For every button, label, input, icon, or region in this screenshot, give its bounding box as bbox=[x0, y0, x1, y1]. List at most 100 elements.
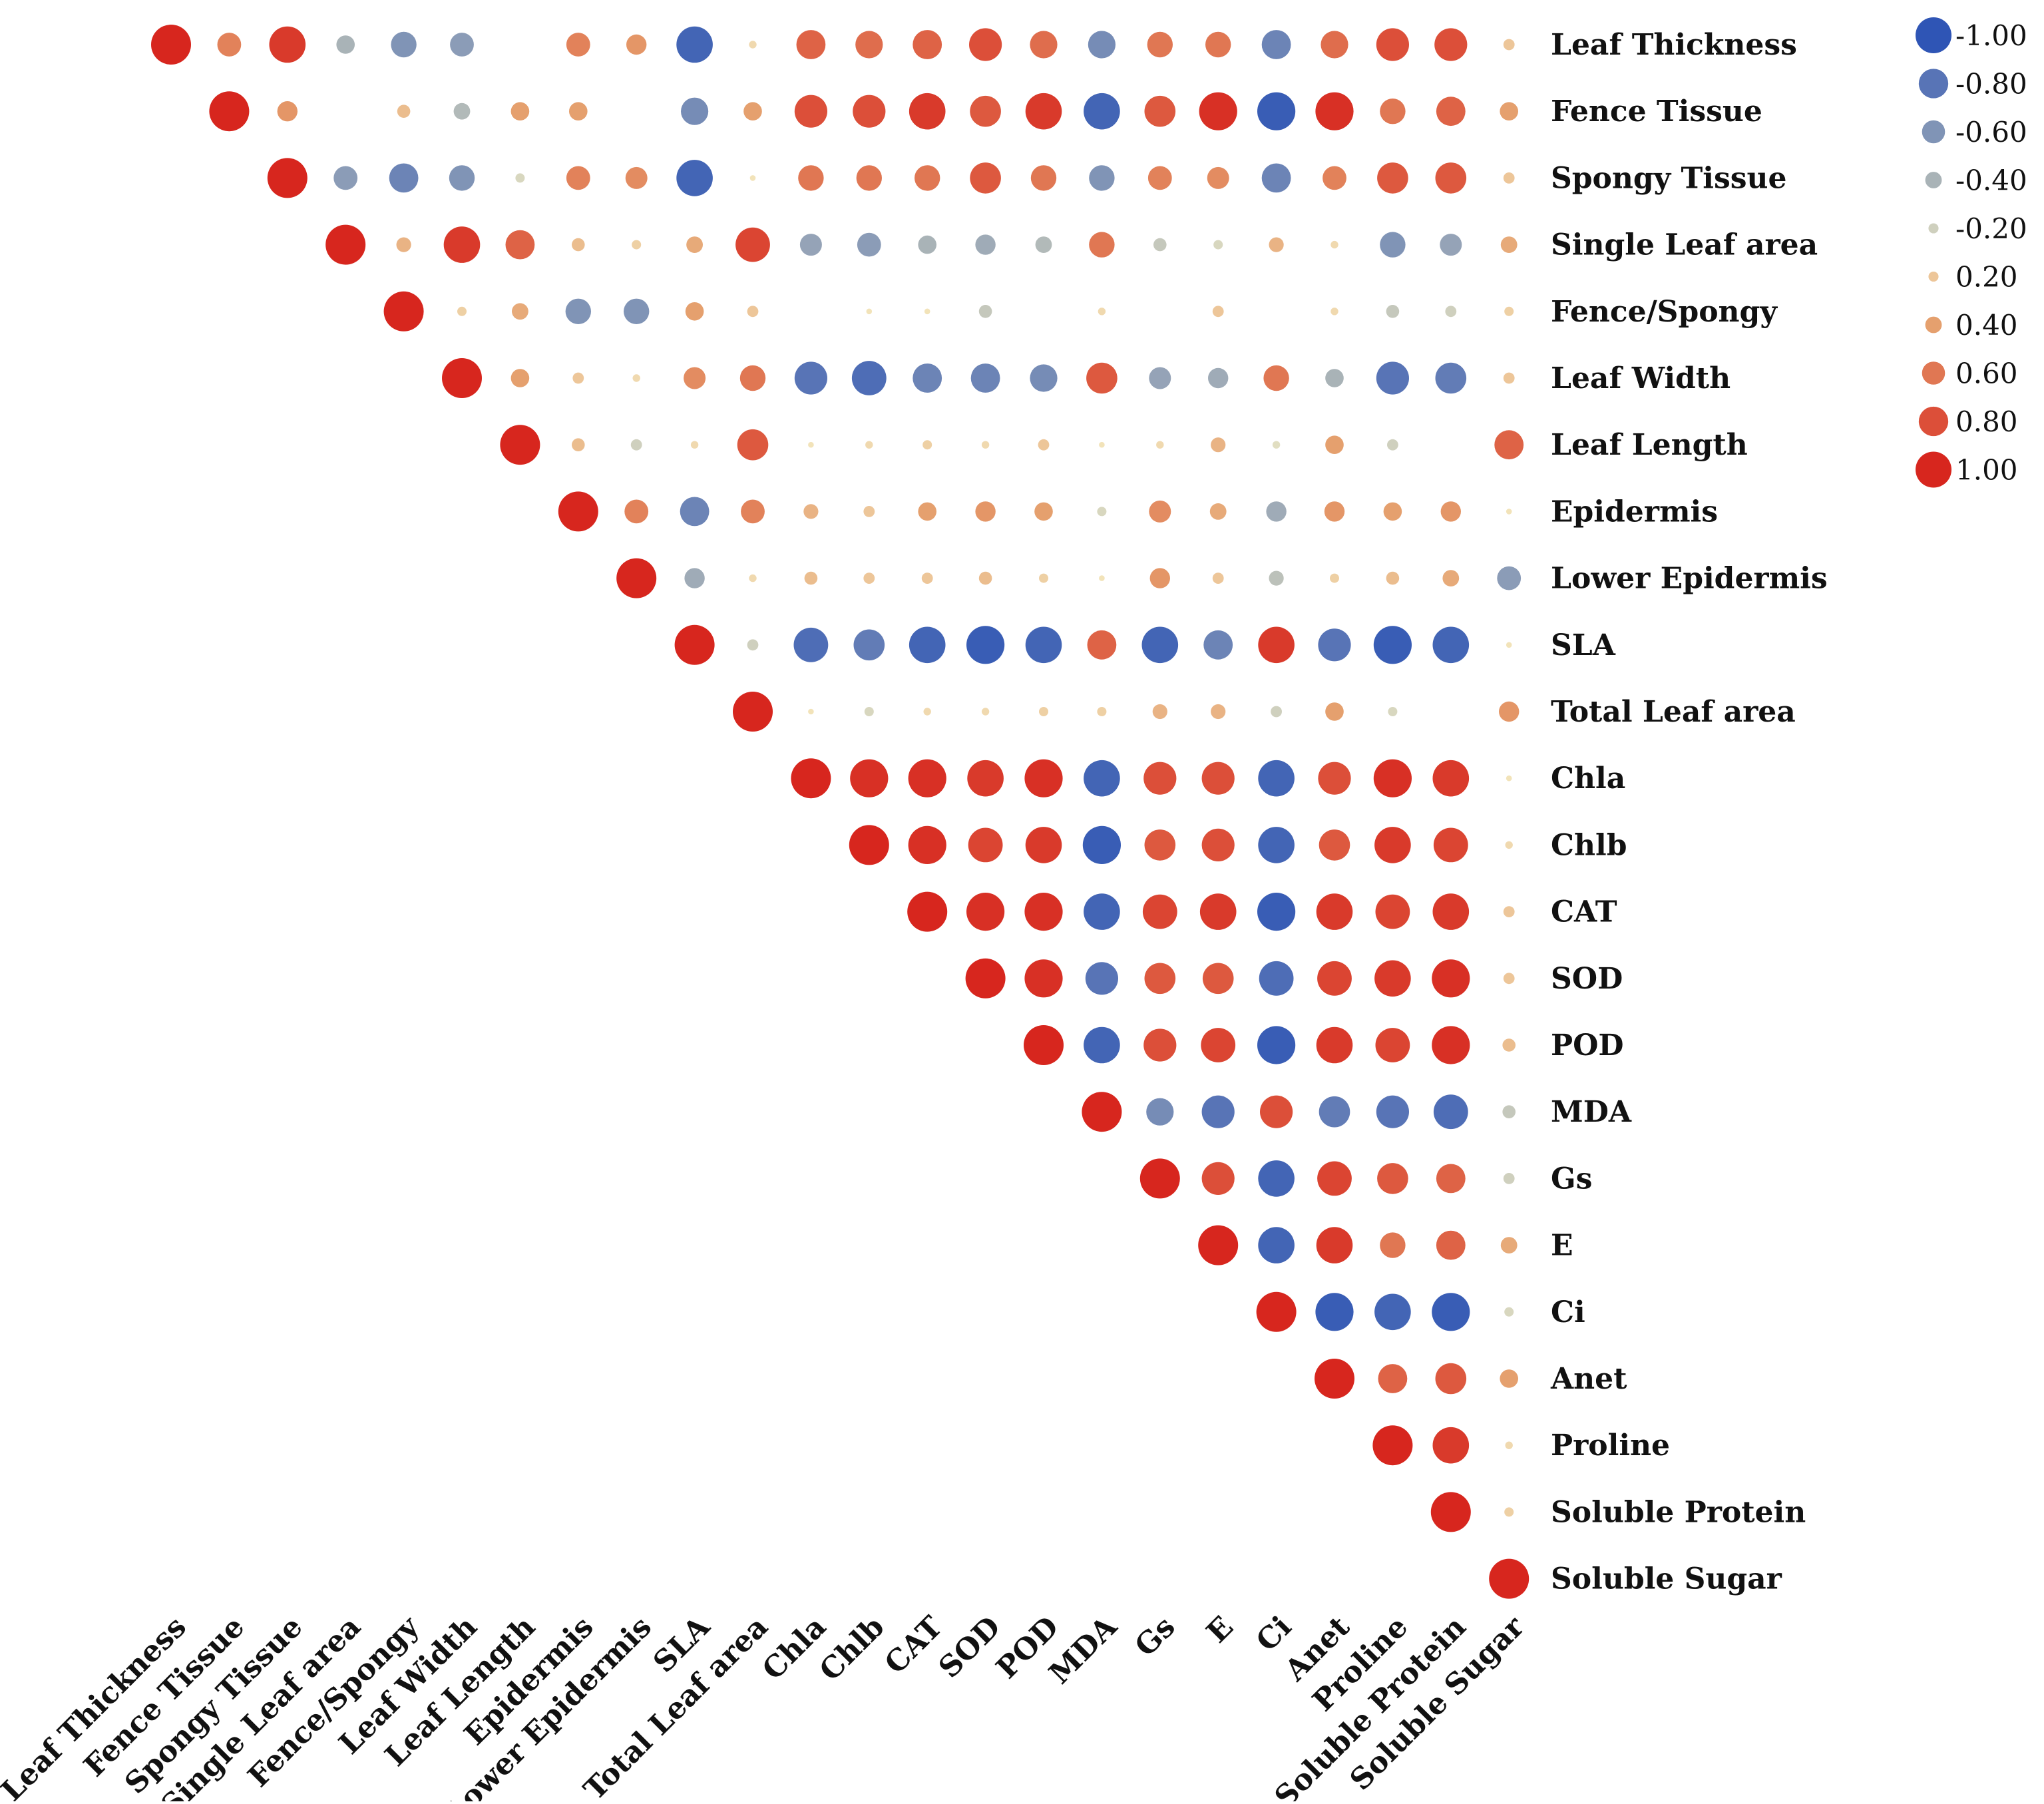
dot-leaf-width-ci bbox=[1263, 365, 1289, 391]
dot-sod-pod bbox=[1024, 959, 1063, 998]
row-label-e: E bbox=[1551, 1229, 1573, 1263]
dot-sla-gs bbox=[1141, 626, 1179, 664]
dot-lower-epidermis-sla bbox=[684, 568, 705, 588]
dot-e-soluble-protein bbox=[1436, 1230, 1466, 1260]
dot-leaf-length-cat bbox=[922, 440, 932, 450]
dot-fence-tissue-mda bbox=[1084, 93, 1120, 130]
dot-fence-tissue-leaf-length bbox=[511, 102, 530, 120]
dot-single-leaf-area-sla bbox=[686, 236, 703, 253]
dot-lower-epidermis-soluble-sugar bbox=[1497, 566, 1522, 590]
dot-sod-proline bbox=[1374, 960, 1411, 997]
dot-spongy-tissue-anet bbox=[1323, 166, 1346, 190]
dot-cat-sod bbox=[966, 893, 1005, 931]
row-label-mda: MDA bbox=[1551, 1095, 1632, 1129]
dot-leaf-length-chla bbox=[808, 441, 814, 448]
dot-leaf-length-mda bbox=[1099, 441, 1105, 448]
dot-chla-chla bbox=[791, 758, 831, 799]
dot-spongy-tissue-sla bbox=[676, 160, 713, 196]
dot-gs-gs bbox=[1139, 1158, 1180, 1199]
dot-single-leaf-area-fence-spongy bbox=[396, 237, 411, 252]
dot-gs-proline bbox=[1377, 1163, 1408, 1194]
dot-sla-sla bbox=[674, 624, 715, 665]
dot-chla-sod bbox=[967, 760, 1004, 797]
legend-swatch bbox=[1916, 17, 1951, 53]
dot-leaf-length-epidermis bbox=[572, 438, 585, 451]
dot-pod-pod bbox=[1024, 1025, 1064, 1065]
dot-spongy-tissue-leaf-length bbox=[515, 173, 525, 183]
dot-leaf-width-lower-epidermis bbox=[632, 374, 640, 382]
dot-fence-spongy-total-leaf-area bbox=[747, 306, 759, 318]
dot-fence-tissue-gs bbox=[1144, 95, 1176, 127]
dot-leaf-width-epidermis bbox=[572, 372, 584, 384]
dot-chla-soluble-protein bbox=[1432, 760, 1470, 797]
dot-chlb-pod bbox=[1025, 827, 1062, 863]
dot-epidermis-chlb bbox=[863, 506, 875, 517]
dot-sla-cat bbox=[909, 626, 946, 664]
dot-gs-soluble-sugar bbox=[1503, 1173, 1515, 1184]
dot-epidermis-gs bbox=[1149, 500, 1171, 523]
row-label-spongy-tissue: Spongy Tissue bbox=[1551, 161, 1787, 195]
dot-total-leaf-area-chla bbox=[808, 708, 814, 715]
dot-epidermis-anet bbox=[1324, 501, 1345, 522]
dot-leaf-thickness-pod bbox=[1030, 31, 1058, 59]
dot-mda-anet bbox=[1319, 1096, 1350, 1128]
dot-cat-anet bbox=[1316, 893, 1353, 930]
dot-fence-tissue-soluble-protein bbox=[1436, 97, 1466, 126]
legend-swatch bbox=[1928, 271, 1939, 282]
dot-leaf-thickness-leaf-width bbox=[450, 33, 474, 57]
dot-leaf-thickness-soluble-protein bbox=[1434, 28, 1468, 61]
dot-spongy-tissue-sod bbox=[970, 162, 1001, 194]
dot-leaf-thickness-chla bbox=[796, 30, 826, 59]
row-label-proline: Proline bbox=[1551, 1429, 1670, 1463]
row-label-total-leaf-area: Total Leaf area bbox=[1551, 695, 1796, 729]
dot-leaf-thickness-epidermis bbox=[566, 33, 590, 57]
dot-proline-soluble-protein bbox=[1432, 1427, 1470, 1464]
dot-lower-epidermis-sod bbox=[978, 571, 992, 585]
legend-swatch bbox=[1918, 69, 1949, 99]
dot-leaf-thickness-soluble-sugar bbox=[1503, 39, 1515, 51]
dot-cat-soluble-protein bbox=[1432, 893, 1470, 930]
dot-leaf-thickness-spongy-tissue bbox=[269, 26, 306, 63]
row-label-leaf-length: Leaf Length bbox=[1551, 428, 1748, 462]
dot-ci-ci bbox=[1256, 1291, 1297, 1332]
dot-fence-tissue-anet bbox=[1315, 92, 1354, 130]
row-label-soluble-protein: Soluble Protein bbox=[1551, 1495, 1806, 1529]
correlation-dots bbox=[151, 25, 1530, 1599]
dot-anet-soluble-sugar bbox=[1500, 1369, 1518, 1388]
legend-label: 0.60 bbox=[1955, 357, 2018, 390]
dot-leaf-thickness-cat bbox=[913, 30, 942, 59]
dot-leaf-length-chlb bbox=[865, 441, 873, 449]
dot-leaf-width-cat bbox=[913, 363, 942, 393]
dot-fence-tissue-sod bbox=[970, 95, 1001, 127]
dot-ci-proline bbox=[1374, 1293, 1411, 1331]
dot-gs-e bbox=[1201, 1162, 1235, 1195]
column-label-sod: SOD bbox=[932, 1610, 1008, 1685]
dot-soluble-protein-soluble-sugar bbox=[1504, 1507, 1514, 1517]
dot-lower-epidermis-cat bbox=[921, 572, 933, 584]
dot-fence-tissue-soluble-sugar bbox=[1500, 102, 1518, 120]
dot-pod-ci bbox=[1257, 1026, 1296, 1064]
dot-fence-spongy-epidermis bbox=[565, 298, 591, 324]
legend-label: -0.40 bbox=[1955, 164, 2027, 197]
legend-label: -0.20 bbox=[1955, 212, 2027, 245]
dot-sod-gs bbox=[1144, 963, 1176, 995]
dot-sod-e bbox=[1202, 963, 1234, 995]
dot-fence-spongy-leaf-length bbox=[512, 303, 528, 320]
dot-leaf-length-lower-epidermis bbox=[630, 439, 642, 451]
dot-spongy-tissue-total-leaf-area bbox=[749, 175, 756, 181]
dot-spongy-tissue-mda bbox=[1089, 165, 1115, 191]
dot-spongy-tissue-leaf-width bbox=[449, 165, 475, 191]
dot-gs-anet bbox=[1317, 1161, 1352, 1196]
dot-sla-sod bbox=[966, 626, 1005, 664]
dot-epidermis-proline bbox=[1383, 502, 1402, 521]
dot-chlb-ci bbox=[1258, 827, 1295, 863]
legend-swatch bbox=[1922, 120, 1945, 144]
dot-fence-spongy-chlb bbox=[866, 308, 873, 315]
dot-e-ci bbox=[1258, 1227, 1295, 1263]
dot-total-leaf-area-ci bbox=[1271, 706, 1282, 718]
dot-spongy-tissue-single-leaf-area bbox=[333, 166, 358, 190]
dot-cat-gs bbox=[1142, 894, 1177, 929]
dot-leaf-thickness-anet bbox=[1321, 31, 1348, 59]
dot-single-leaf-area-total-leaf-area bbox=[735, 227, 770, 262]
